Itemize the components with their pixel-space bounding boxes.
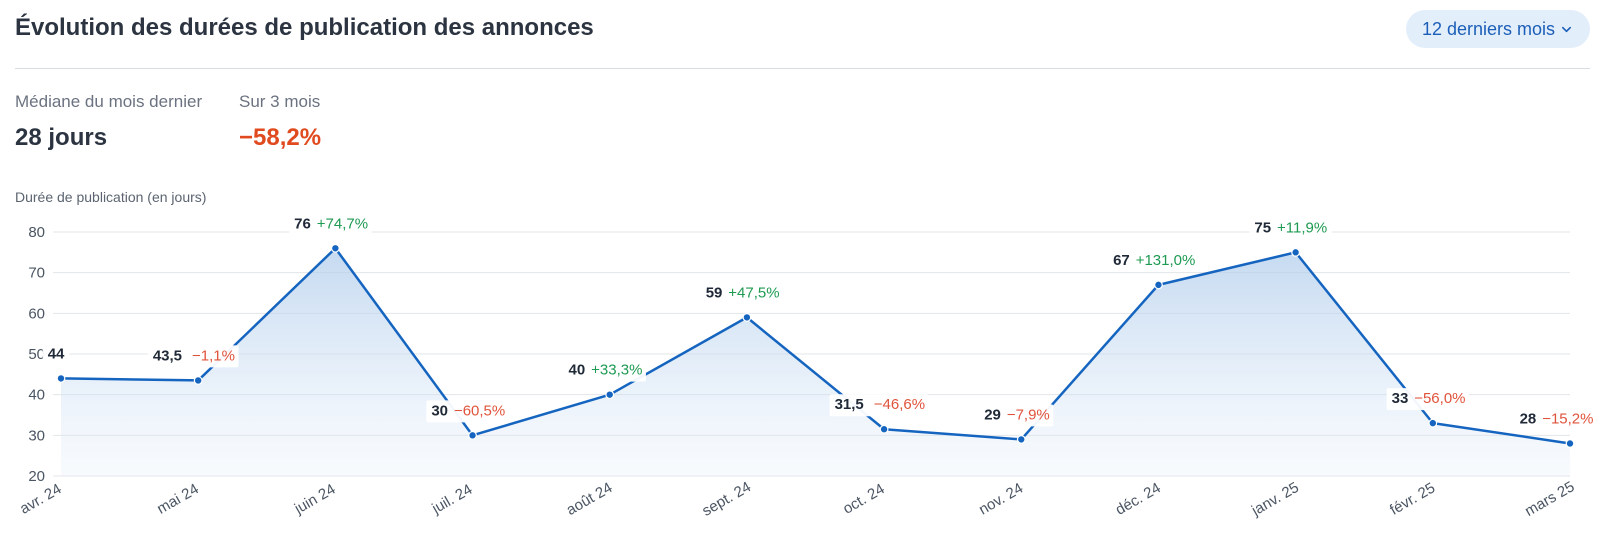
- data-point: [879, 424, 889, 434]
- x-tick-label: oct. 24: [840, 480, 887, 517]
- change-label: +131,0%: [1136, 252, 1196, 269]
- y-axis-title: Durée de publication (en jours): [15, 189, 207, 205]
- x-tick-label: avr. 24: [17, 480, 64, 517]
- y-tick-label: 70: [28, 265, 45, 282]
- data-point: [1016, 435, 1026, 444]
- kpi-median-label: Médiane du mois dernier: [15, 92, 203, 111]
- x-tick-label: sept. 24: [699, 478, 754, 519]
- label-background: [1386, 388, 1470, 411]
- label-background: [563, 359, 646, 382]
- label-background: [1108, 249, 1199, 272]
- value-label: 44: [48, 345, 65, 362]
- data-point: [605, 390, 615, 400]
- y-tick-label: 30: [28, 427, 45, 444]
- value-label: 29: [984, 406, 1001, 423]
- kpi-three-months-label: Sur 3 mois: [239, 92, 321, 111]
- label-background: [829, 394, 929, 417]
- data-point: [1154, 280, 1163, 290]
- y-tick-label: 40: [28, 387, 45, 404]
- label-background: [1249, 217, 1332, 240]
- change-label: −7,9%: [1007, 406, 1050, 423]
- y-tick-label: 60: [28, 305, 45, 322]
- data-point: [56, 374, 66, 383]
- page-title: Évolution des durées de publication des …: [15, 14, 594, 41]
- change-label: +33,3%: [591, 362, 642, 379]
- value-label: 59: [706, 284, 723, 301]
- value-label: 30: [431, 402, 448, 419]
- value-label: 33: [1392, 390, 1409, 407]
- x-tick-label: juin 24: [291, 481, 339, 518]
- kpi-median-value: 28 jours: [15, 124, 108, 151]
- value-label: 43,5: [153, 347, 182, 364]
- data-point: [742, 313, 752, 322]
- change-label: −15,2%: [1542, 410, 1593, 427]
- area-fill: [61, 248, 1570, 476]
- value-label: 76: [294, 215, 311, 232]
- value-label: 40: [569, 362, 586, 379]
- data-point: [193, 376, 203, 385]
- value-label: 75: [1254, 219, 1271, 236]
- change-label: +47,5%: [728, 284, 779, 301]
- value-label: 31,5: [835, 396, 864, 413]
- change-label: −56,0%: [1414, 390, 1465, 407]
- y-tick-label: 80: [28, 224, 45, 241]
- x-tick-label: août 24: [564, 479, 616, 519]
- change-label: +74,7%: [317, 215, 368, 232]
- data-point: [1428, 418, 1438, 428]
- x-tick-label: mars 25: [1522, 478, 1577, 520]
- kpi-three-months-value: −58,2%: [239, 124, 322, 151]
- label-background: [700, 282, 784, 305]
- label-background: [1514, 408, 1597, 431]
- data-point: [1565, 439, 1575, 448]
- data-point: [330, 243, 340, 253]
- value-label: 67: [1113, 252, 1130, 269]
- x-tick-label: févr. 25: [1387, 479, 1438, 518]
- y-tick-label: 20: [28, 468, 45, 485]
- value-label: 28: [1520, 410, 1537, 427]
- data-point: [1291, 247, 1301, 257]
- period-select[interactable]: 12 derniers mois: [1405, 10, 1590, 48]
- label-background: [979, 404, 1054, 427]
- x-tick-label: déc. 24: [1113, 479, 1164, 518]
- label-background: [289, 213, 372, 236]
- kpi-median: Médiane du mois dernier 28 jours: [15, 92, 202, 152]
- x-tick-label: juil. 24: [428, 481, 475, 518]
- label-background: [426, 400, 509, 423]
- data-point: [468, 430, 477, 440]
- change-label: −46,6%: [874, 396, 925, 413]
- y-tick-label: 50: [28, 346, 45, 363]
- chevron-down-icon: [1562, 26, 1571, 32]
- change-label: −60,5%: [454, 402, 505, 419]
- x-tick-label: janv. 25: [1248, 479, 1302, 520]
- change-label: −1,1%: [192, 347, 235, 364]
- kpi-three-months: Sur 3 mois −58,2%: [239, 92, 321, 152]
- series-line: [60, 247, 1571, 445]
- period-select-label: 12 derniers mois: [1421, 18, 1555, 39]
- label-background: [42, 343, 70, 366]
- change-label: +11,9%: [1277, 219, 1327, 236]
- x-tick-label: mai 24: [154, 480, 201, 517]
- label-background: [147, 345, 239, 368]
- x-tick-label: nov. 24: [976, 480, 1026, 519]
- chart-header: Évolution des durées de publication des …: [15, 0, 1590, 69]
